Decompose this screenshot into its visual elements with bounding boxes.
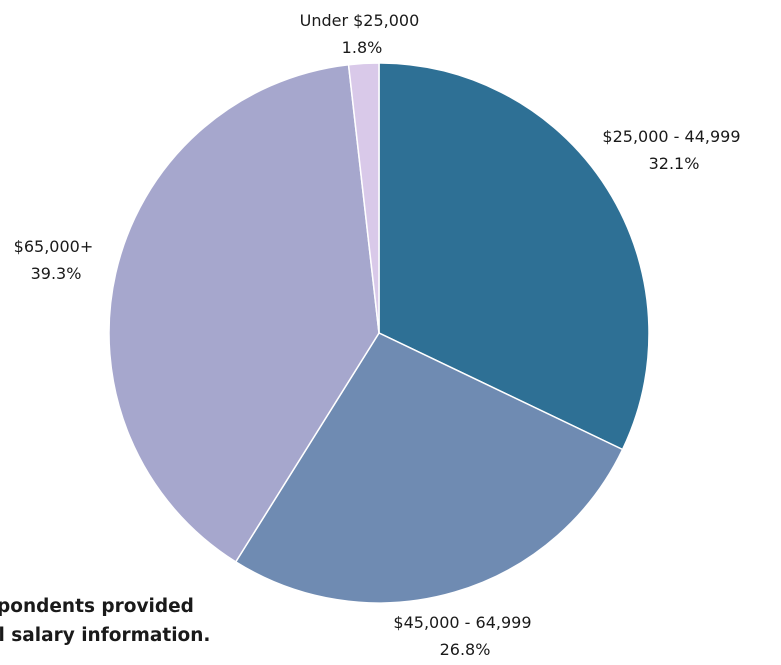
slice-label-45000-64999: $45,000 - 64,999 26.8% bbox=[393, 613, 536, 659]
pie-slice-45-000-64-999 bbox=[235, 332, 624, 604]
footnote-line-2: al salary information. bbox=[0, 625, 211, 646]
footnote-line-1: spondents provided bbox=[0, 596, 194, 617]
slice-label-25000-44999: $25,000 - 44,999 32.1% bbox=[602, 127, 745, 173]
slice-label-65000-plus: $65,000+ 39.3% bbox=[14, 237, 99, 283]
pie-labels: $25,000 - 44,999 32.1% $45,000 - 64,999 … bbox=[14, 11, 745, 659]
pie-slice-25-000-44-999 bbox=[378, 62, 650, 451]
pie-slice-65-000 bbox=[108, 63, 380, 563]
pie-slice-under-25-000 bbox=[347, 62, 380, 334]
footnote: spondents provided al salary information… bbox=[0, 592, 286, 650]
pie-slices bbox=[108, 62, 650, 604]
slice-label-under-25000: Under $25,000 1.8% bbox=[300, 11, 425, 57]
